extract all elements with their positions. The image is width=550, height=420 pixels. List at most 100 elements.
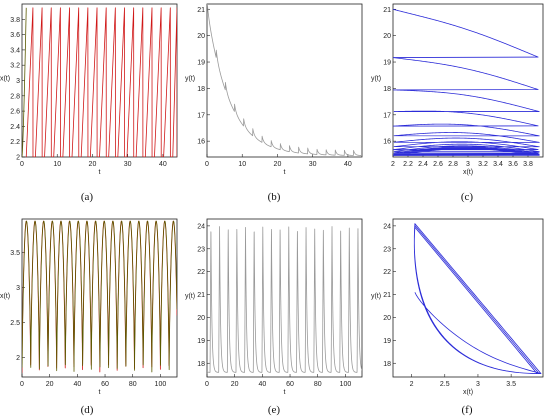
x-tick-label-a-3: 30 bbox=[124, 161, 132, 168]
series-line-b-0 bbox=[207, 4, 362, 156]
x-axis-label-c: x(t) bbox=[463, 169, 473, 176]
series-line-e-0 bbox=[207, 226, 362, 373]
series-line-f-0 bbox=[413, 223, 542, 374]
x-tick-label-f-3: 3.5 bbox=[506, 381, 516, 388]
y-tick-label-d-0: 2 bbox=[16, 355, 20, 362]
y-tick-label-a-2: 2.4 bbox=[10, 124, 20, 131]
y-axis-label-e: y(t) bbox=[185, 293, 195, 300]
y-tick-label-a-6: 3.2 bbox=[10, 63, 20, 70]
caption-c: (c) bbox=[460, 191, 474, 203]
y-tick-label-a-4: 2.8 bbox=[10, 93, 20, 100]
x-tick-label-b-1: 10 bbox=[238, 161, 246, 168]
x-axis-label-e: t bbox=[284, 389, 286, 396]
y-tick-label-a-8: 3.6 bbox=[10, 32, 20, 39]
caption-a: (a) bbox=[80, 191, 94, 203]
x-tick-label-f-1: 2.5 bbox=[440, 381, 450, 388]
y-tick-label-e-4: 22 bbox=[197, 269, 205, 276]
y-tick-label-c-5: 21 bbox=[383, 7, 391, 14]
x-tick-label-d-4: 80 bbox=[129, 381, 137, 388]
x-tick-label-b-2: 20 bbox=[274, 161, 282, 168]
x-tick-label-e-5: 100 bbox=[340, 381, 352, 388]
y-tick-label-f-6: 24 bbox=[383, 223, 391, 230]
x-tick-label-e-3: 60 bbox=[286, 381, 294, 388]
y-tick-label-e-1: 19 bbox=[197, 338, 205, 345]
plot-frame-b bbox=[206, 3, 363, 158]
x-tick-label-b-3: 30 bbox=[309, 161, 317, 168]
y-tick-label-f-4: 22 bbox=[383, 269, 391, 276]
y-tick-label-d-2: 3 bbox=[16, 285, 20, 292]
x-tick-label-c-5: 3 bbox=[466, 161, 470, 168]
x-tick-label-d-0: 0 bbox=[20, 381, 24, 388]
plot-frame-e bbox=[206, 218, 363, 378]
y-tick-label-b-0: 16 bbox=[197, 139, 205, 146]
y-tick-label-b-3: 19 bbox=[197, 60, 205, 67]
y-tick-label-a-0: 2 bbox=[16, 155, 20, 162]
y-tick-label-e-3: 21 bbox=[197, 292, 205, 299]
y-tick-label-a-5: 3 bbox=[16, 78, 20, 85]
y-tick-label-c-4: 20 bbox=[383, 33, 391, 40]
series-line-c-0 bbox=[393, 8, 540, 156]
x-tick-label-d-5: 100 bbox=[155, 381, 167, 388]
y-tick-label-e-0: 18 bbox=[197, 361, 205, 368]
x-axis-label-f: x(t) bbox=[463, 389, 473, 396]
y-tick-label-c-2: 18 bbox=[383, 86, 391, 93]
x-tick-label-f-2: 3 bbox=[476, 381, 480, 388]
y-tick-label-d-3: 3.5 bbox=[10, 250, 20, 257]
y-axis-label-a: x(t) bbox=[0, 76, 10, 83]
x-tick-label-e-2: 40 bbox=[258, 381, 266, 388]
x-tick-label-d-1: 20 bbox=[46, 381, 54, 388]
y-tick-label-b-4: 20 bbox=[197, 33, 205, 40]
series-line-a-1 bbox=[22, 7, 27, 157]
x-tick-label-a-4: 40 bbox=[159, 161, 167, 168]
y-tick-label-f-2: 20 bbox=[383, 315, 391, 322]
y-tick-label-f-3: 21 bbox=[383, 292, 391, 299]
series-line-a-0 bbox=[25, 7, 177, 157]
x-tick-label-c-8: 3.6 bbox=[508, 161, 518, 168]
x-tick-label-e-4: 80 bbox=[314, 381, 322, 388]
x-tick-label-e-1: 20 bbox=[231, 381, 239, 388]
x-tick-label-e-0: 0 bbox=[205, 381, 209, 388]
y-axis-label-b: y(t) bbox=[185, 76, 195, 83]
x-tick-label-d-2: 40 bbox=[73, 381, 81, 388]
y-tick-label-c-1: 17 bbox=[383, 112, 391, 119]
y-tick-label-a-7: 3.4 bbox=[10, 47, 20, 54]
y-tick-label-b-5: 21 bbox=[197, 7, 205, 14]
y-tick-label-f-5: 23 bbox=[383, 246, 391, 253]
y-tick-label-d-1: 2.5 bbox=[10, 320, 20, 327]
y-tick-label-c-3: 19 bbox=[383, 60, 391, 67]
x-tick-label-c-1: 2.2 bbox=[403, 161, 413, 168]
caption-b: (b) bbox=[267, 191, 281, 203]
y-tick-label-f-0: 18 bbox=[383, 361, 391, 368]
x-tick-label-c-3: 2.6 bbox=[433, 161, 443, 168]
y-tick-label-a-1: 2.2 bbox=[10, 139, 20, 146]
x-tick-label-a-1: 10 bbox=[53, 161, 61, 168]
x-tick-label-f-0: 2 bbox=[410, 381, 414, 388]
x-axis-label-a: t bbox=[99, 169, 101, 176]
y-tick-label-e-2: 20 bbox=[197, 315, 205, 322]
y-tick-label-b-1: 17 bbox=[197, 112, 205, 119]
y-tick-label-a-3: 2.6 bbox=[10, 109, 20, 116]
x-axis-label-b: t bbox=[284, 169, 286, 176]
x-tick-label-d-3: 60 bbox=[101, 381, 109, 388]
y-axis-label-f: y(t) bbox=[371, 293, 381, 300]
y-axis-label-c: y(t) bbox=[371, 76, 381, 83]
caption-d: (d) bbox=[80, 404, 94, 416]
y-tick-label-a-9: 3.8 bbox=[10, 17, 20, 24]
y-tick-label-c-0: 16 bbox=[383, 139, 391, 146]
caption-f: (f) bbox=[461, 404, 473, 416]
y-tick-label-e-6: 24 bbox=[197, 223, 205, 230]
x-tick-label-c-6: 3.2 bbox=[478, 161, 488, 168]
series-line-d-1 bbox=[22, 220, 177, 373]
y-tick-label-f-1: 19 bbox=[383, 338, 391, 345]
y-tick-label-e-5: 23 bbox=[197, 246, 205, 253]
x-tick-label-b-4: 40 bbox=[344, 161, 352, 168]
x-tick-label-c-4: 2.8 bbox=[448, 161, 458, 168]
x-tick-label-c-2: 2.4 bbox=[418, 161, 428, 168]
x-tick-label-b-0: 0 bbox=[205, 161, 209, 168]
x-tick-label-a-2: 20 bbox=[89, 161, 97, 168]
x-tick-label-a-0: 0 bbox=[20, 161, 24, 168]
x-axis-label-d: t bbox=[99, 389, 101, 396]
x-tick-label-c-7: 3.4 bbox=[493, 161, 503, 168]
caption-e: (e) bbox=[267, 404, 281, 416]
